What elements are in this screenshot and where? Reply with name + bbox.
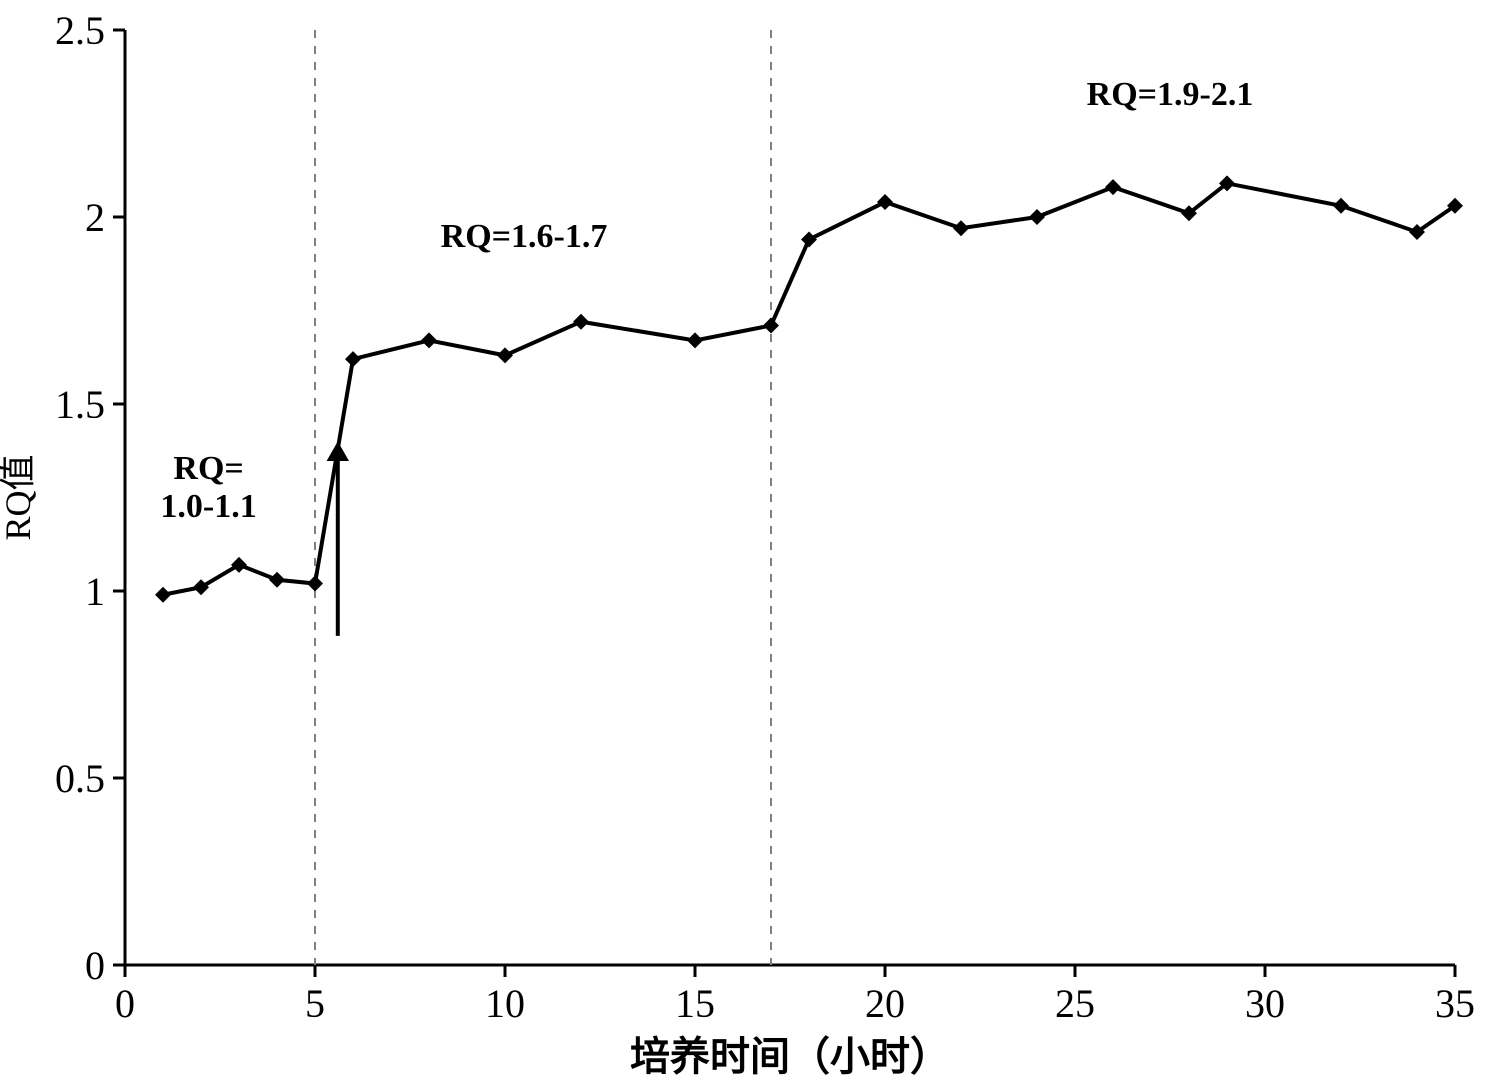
rq-chart: 0 5 10 15 20 25 30 35 培养时间（小时） 0 0.5 1 1.5 2 2.5 RQ值 RQ=… (0, 0, 1488, 1088)
chart-svg: 0 5 10 15 20 25 30 35 培养时间（小时） 0 0.5 1 1.5 2 2.5 RQ值 RQ=… (0, 0, 1488, 1088)
x-tick-label: 5 (305, 981, 325, 1026)
y-tick-label: 2.5 (55, 8, 105, 53)
x-tick-label: 15 (675, 981, 715, 1026)
y-axis-title-group: RQ值 (0, 454, 38, 540)
y-axis-title: RQ值 (0, 454, 38, 540)
x-tick-label: 20 (865, 981, 905, 1026)
annotation: RQ=1.9-2.1 (1087, 76, 1254, 113)
x-tick-label: 0 (115, 981, 135, 1026)
annotation: RQ= (173, 450, 243, 487)
y-tick-label: 1.5 (55, 382, 105, 427)
x-axis-title: 培养时间（小时） (630, 1034, 950, 1079)
x-tick-label: 30 (1245, 981, 1285, 1026)
annotation: RQ=1.6-1.7 (441, 218, 608, 255)
y-tick-label: 2 (85, 195, 105, 240)
x-tick-label: 25 (1055, 981, 1095, 1026)
y-tick-label: 0.5 (55, 756, 105, 801)
x-tick-label: 10 (485, 981, 525, 1026)
y-tick-label: 0 (85, 943, 105, 988)
x-tick-label: 35 (1435, 981, 1475, 1026)
chart-bg (0, 0, 1488, 1088)
annotation: 1.0-1.1 (160, 488, 256, 525)
y-tick-label: 1 (85, 569, 105, 614)
